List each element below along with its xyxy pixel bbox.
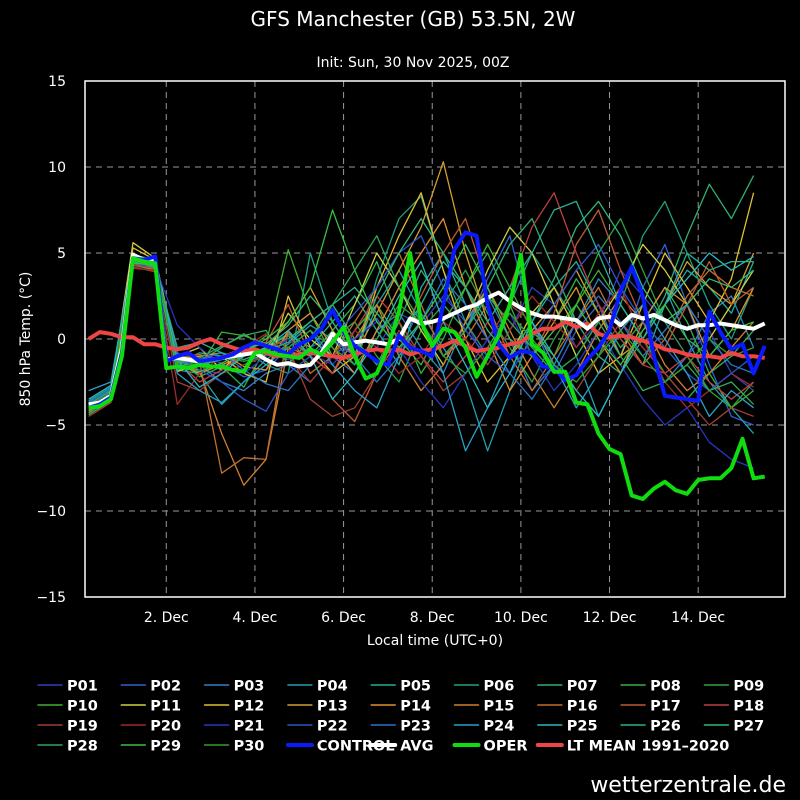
legend-label: P25 <box>567 719 598 735</box>
series-line-p10 <box>88 243 754 411</box>
y-axis-ticks: 15 10 5 0 −5 −10 −15 <box>36 74 66 606</box>
legend-label: P07 <box>567 679 598 695</box>
legend-label: P19 <box>67 719 98 735</box>
x-tick-label: 8. Dec <box>410 610 455 626</box>
legend-label: P11 <box>150 699 181 715</box>
series-line-p06 <box>88 195 755 412</box>
y-tick-label: −15 <box>36 590 66 606</box>
x-tick-label: 2. Dec <box>144 610 189 626</box>
legend-label: P20 <box>150 719 181 735</box>
x-tick-label: 10. Dec <box>494 610 548 626</box>
legend-label: P24 <box>484 719 515 735</box>
legend-label: P15 <box>484 699 515 715</box>
legend-label: P08 <box>650 679 681 695</box>
legend-label: P16 <box>567 699 598 715</box>
y-tick-label: 0 <box>57 332 66 348</box>
legend-label: AVG <box>400 739 433 755</box>
legend-label: CONTROL <box>317 739 395 755</box>
legend-label: P30 <box>234 739 265 755</box>
y-tick-label: 10 <box>48 160 66 176</box>
plot-frame <box>84 80 786 598</box>
legend-label: P17 <box>650 699 681 715</box>
main-lines <box>87 230 767 501</box>
x-axis-ticks: 2. Dec 4. Dec 6. Dec 8. Dec 10. Dec 12. Dec 14… <box>144 610 725 626</box>
legend-label: P28 <box>67 739 98 755</box>
series-line-oper <box>88 251 766 501</box>
y-axis-label: 850 hPa Temp. (°C) <box>18 272 34 407</box>
legend: P01 P02 P03 P04 P05 P06 P07 P08 P09 P10 P11 P12 P13 P… <box>37 679 764 755</box>
legend-label: P14 <box>400 699 431 715</box>
legend-label: P02 <box>150 679 181 695</box>
legend-label: P23 <box>400 719 431 735</box>
legend-label: P06 <box>484 679 515 695</box>
legend-label: P13 <box>317 699 348 715</box>
series-line-p21 <box>88 262 754 469</box>
x-tick-label: 14. Dec <box>671 610 725 626</box>
x-tick-label: 12. Dec <box>583 610 637 626</box>
y-tick-label: 15 <box>48 74 66 90</box>
x-axis-label: Local time (UTC+0) <box>367 633 503 649</box>
legend-label: P10 <box>67 699 98 715</box>
x-tick-label: 4. Dec <box>232 610 277 626</box>
legend-label: P12 <box>234 699 265 715</box>
legend-label: P22 <box>317 719 348 735</box>
chart-subtitle: Init: Sun, 30 Nov 2025, 00Z <box>316 55 509 71</box>
legend-label: LT MEAN 1991–2020 <box>567 739 729 755</box>
legend-label: OPER <box>484 739 528 755</box>
legend-label: P21 <box>234 719 265 735</box>
legend-label: P27 <box>733 719 764 735</box>
legend-label: P29 <box>150 739 181 755</box>
y-tick-label: 5 <box>57 246 66 262</box>
chart-title: GFS Manchester (GB) 53.5N, 2W <box>251 7 576 31</box>
legend-label: P26 <box>650 719 681 735</box>
footer-site: wetterzentrale.de <box>590 773 786 798</box>
series-line-p22 <box>88 235 754 412</box>
legend-label: P09 <box>733 679 764 695</box>
y-tick-label: −5 <box>45 418 66 434</box>
legend-label: P04 <box>317 679 348 695</box>
legend-label: P01 <box>67 679 98 695</box>
legend-label: P18 <box>733 699 764 715</box>
series-line-control <box>88 230 767 410</box>
x-tick-label: 6. Dec <box>321 610 366 626</box>
y-tick-label: −10 <box>36 504 66 520</box>
legend-label: P03 <box>234 679 265 695</box>
legend-label: P05 <box>400 679 431 695</box>
